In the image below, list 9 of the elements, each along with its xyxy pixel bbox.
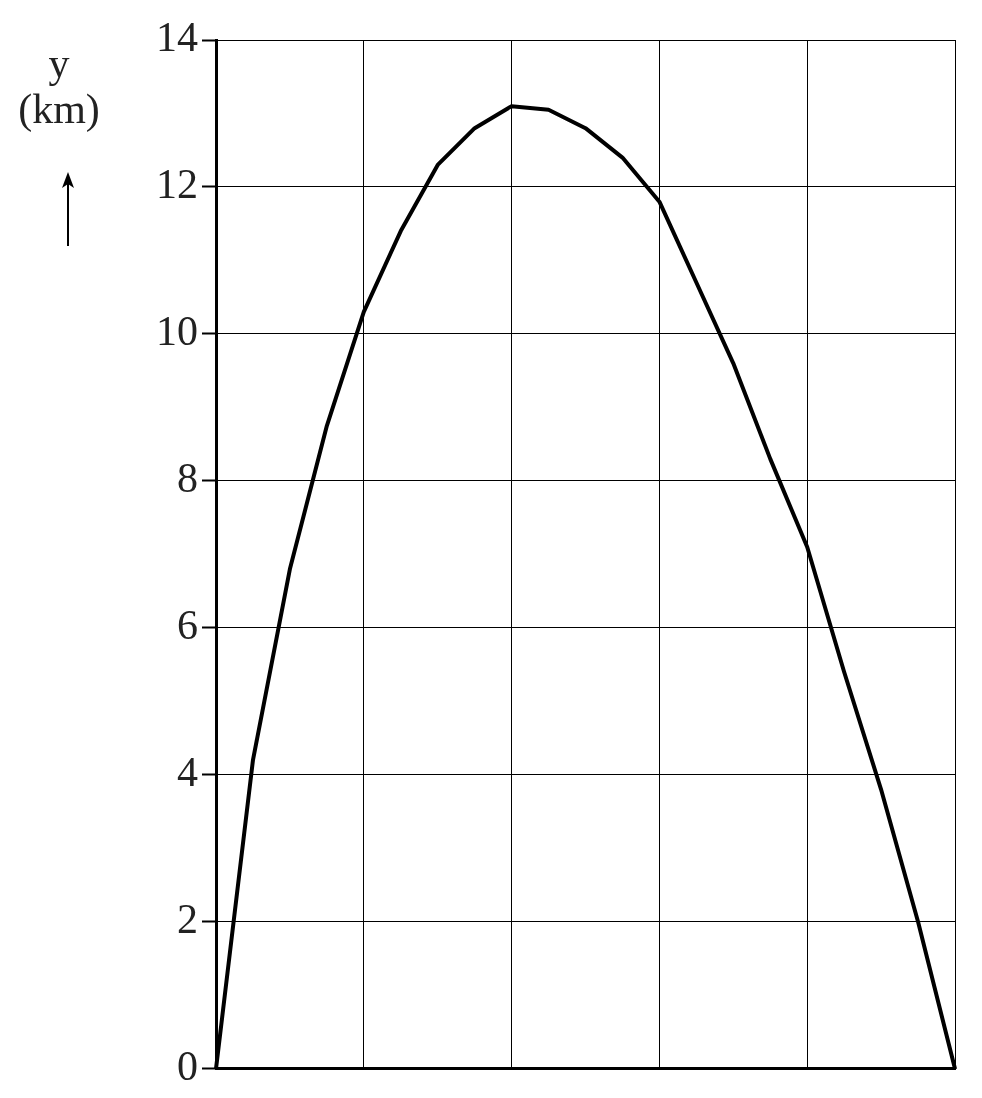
y-tick-label: 4 bbox=[177, 748, 198, 795]
y-tick-label: 14 bbox=[156, 14, 198, 61]
y-tick-label: 0 bbox=[177, 1042, 198, 1089]
y-tick-label: 6 bbox=[177, 601, 198, 648]
y-tick-label: 8 bbox=[177, 454, 198, 501]
y-tick-label: 10 bbox=[156, 307, 198, 354]
y-tick-label: 2 bbox=[177, 895, 198, 942]
y-tick-label: 12 bbox=[156, 161, 198, 207]
y-axis-title: y (km) bbox=[17, 40, 101, 132]
